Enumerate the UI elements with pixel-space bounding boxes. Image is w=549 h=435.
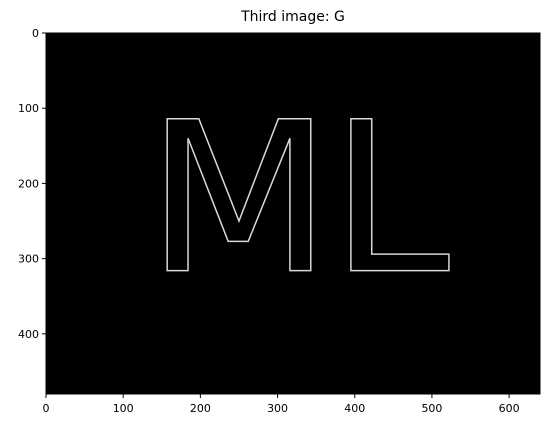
y-tick-label: 400: [18, 328, 39, 341]
y-axis: 0 100 200 300 400: [18, 27, 46, 341]
x-axis: 0 100 200 300 400 500 600: [43, 394, 520, 415]
x-tick-label: 200: [190, 402, 211, 415]
x-tick-label: 0: [43, 402, 50, 415]
x-tick-label: 300: [267, 402, 288, 415]
outline-shapes: [166, 117, 450, 272]
y-tick-label: 0: [32, 27, 39, 40]
x-tick-label: 600: [499, 402, 520, 415]
axes-frame: [45, 32, 541, 395]
x-tick-label: 400: [344, 402, 365, 415]
letter-l-outline: [350, 117, 450, 272]
y-tick-label: 100: [18, 102, 39, 115]
x-tick-label: 100: [113, 402, 134, 415]
x-tick-label: 500: [421, 402, 442, 415]
plot-title: Third image: G: [240, 9, 345, 25]
image-background: [46, 33, 540, 394]
letter-m-outline: [166, 117, 312, 272]
y-tick-label: 300: [18, 253, 39, 266]
y-tick-label: 200: [18, 177, 39, 190]
